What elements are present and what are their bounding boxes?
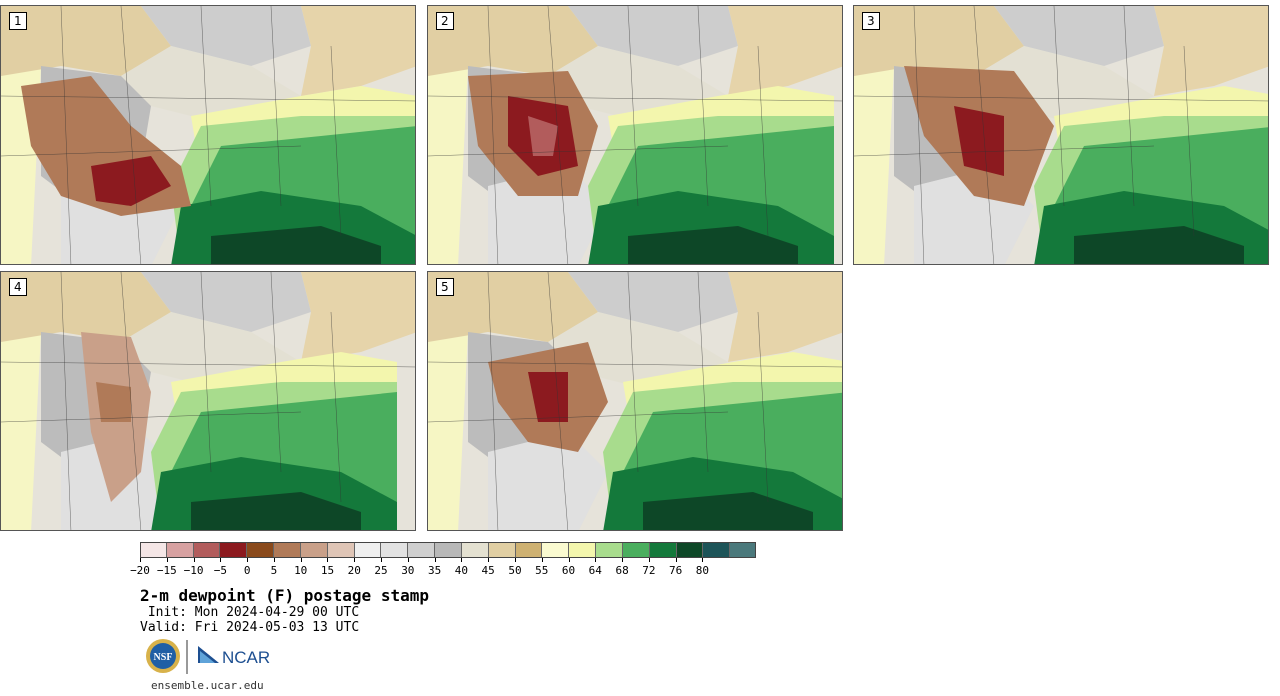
colorbar-swatch [569,542,597,558]
colorbar-tick-mark [300,558,302,562]
colorbar-tick-mark [273,558,275,562]
colorbar-swatch [542,542,570,558]
map-panel-4: 4 [0,271,416,531]
colorbar-swatch [488,542,516,558]
colorbar-tick-label: 0 [243,564,251,577]
dewpoint-map [854,6,1268,264]
colorbar [140,542,757,558]
colorbar-tick-label: 76 [669,564,683,577]
colorbar-swatch [220,542,248,558]
colorbar-swatch [461,542,489,558]
colorbar-tick-label: 40 [454,564,469,577]
colorbar-tick-mark [595,558,597,562]
colorbar-tick-label: 15 [320,564,335,577]
colorbar-tick-mark [434,558,436,562]
panel-number: 3 [862,12,880,30]
panel-number: 5 [436,278,454,296]
ncar-logo-text: NCAR [222,648,270,667]
colorbar-tick-label: −10 [183,564,204,577]
colorbar-swatch [515,542,543,558]
panel-number: 2 [436,12,454,30]
colorbar-swatch [193,542,221,558]
colorbar-tick-mark [514,558,516,562]
colorbar-tick-label: 55 [535,564,549,577]
colorbar-tick-mark [140,558,141,562]
colorbar-tick-label: −5 [213,564,227,577]
colorbar-tick-label: 50 [508,564,522,577]
logos: NSF NCAR [145,637,275,677]
colorbar-tick-label: 5 [270,564,278,577]
dewpoint-map [428,6,842,264]
colorbar-tick-mark [648,558,650,562]
colorbar-swatch [676,542,704,558]
colorbar-swatch [730,542,757,558]
colorbar-tick-mark [568,558,570,562]
colorbar-tick-mark [541,558,543,562]
dewpoint-map [1,6,415,264]
colorbar-swatch [166,542,194,558]
map-panel-2: 2 [427,5,843,265]
colorbar-tick-mark [327,558,329,562]
colorbar-swatch [649,542,677,558]
map-panel-1: 1 [0,5,416,265]
colorbar-swatch [381,542,409,558]
colorbar-tick-label: 45 [481,564,495,577]
init-time: Init: Mon 2024-04-29 00 UTC [140,605,360,620]
colorbar-tick-mark [193,558,195,562]
colorbar-swatch [354,542,382,558]
map-panel-5: 5 [427,271,843,531]
colorbar-ticks: −20 −15 −10 −5 0 5 10 15 20 25 30 35 40 45 50 55 60 64 68 7… [130,558,756,578]
colorbar-tick-mark [488,558,490,562]
colorbar-tick-mark [622,558,624,562]
colorbar-tick-mark [220,558,222,562]
colorbar-swatch [408,542,436,558]
colorbar-tick-label: 30 [401,564,415,577]
colorbar-swatch [327,542,355,558]
panel-number: 4 [9,278,27,296]
colorbar-tick-label: 20 [347,564,361,577]
colorbar-swatch [247,542,275,558]
valid-time: Valid: Fri 2024-05-03 13 UTC [140,620,360,635]
colorbar-tick-label: 64 [588,564,602,577]
site-url: ensemble.ucar.edu [151,679,264,692]
colorbar-swatch [596,542,623,558]
dewpoint-map [428,272,842,530]
colorbar-swatch [300,542,328,558]
colorbar-tick-label: −20 [130,564,150,577]
colorbar-tick-label: −15 [156,564,177,577]
nsf-logo-text: NSF [154,652,173,663]
chart-title: 2-m dewpoint (F) postage stamp [140,586,429,605]
colorbar-tick-label: 72 [642,564,656,577]
colorbar-tick-mark [166,558,168,562]
dewpoint-map [1,272,415,530]
colorbar-tick-mark [354,558,356,562]
colorbar-tick-mark [675,558,677,562]
colorbar-swatch [703,542,731,558]
colorbar-tick-label: 80 [695,564,710,577]
panel-number: 1 [9,12,27,30]
colorbar-tick-mark [461,558,463,562]
colorbar-tick-mark [381,558,383,562]
ncar-logo: NCAR [198,646,270,667]
colorbar-swatch [435,542,462,558]
colorbar-swatch [274,542,301,558]
colorbar-tick-label: 10 [294,564,308,577]
colorbar-tick-label: 68 [615,564,629,577]
colorbar-tick-mark [407,558,409,562]
colorbar-swatch [622,542,650,558]
colorbar-tick-label: 25 [374,564,388,577]
colorbar-swatch [140,542,167,558]
colorbar-tick-label: 35 [427,564,442,577]
nsf-logo: NSF [146,639,180,673]
colorbar-tick-mark [247,558,249,562]
colorbar-tick-label: 60 [561,564,576,577]
colorbar-tick-mark [702,558,704,562]
map-panel-3: 3 [853,5,1269,265]
